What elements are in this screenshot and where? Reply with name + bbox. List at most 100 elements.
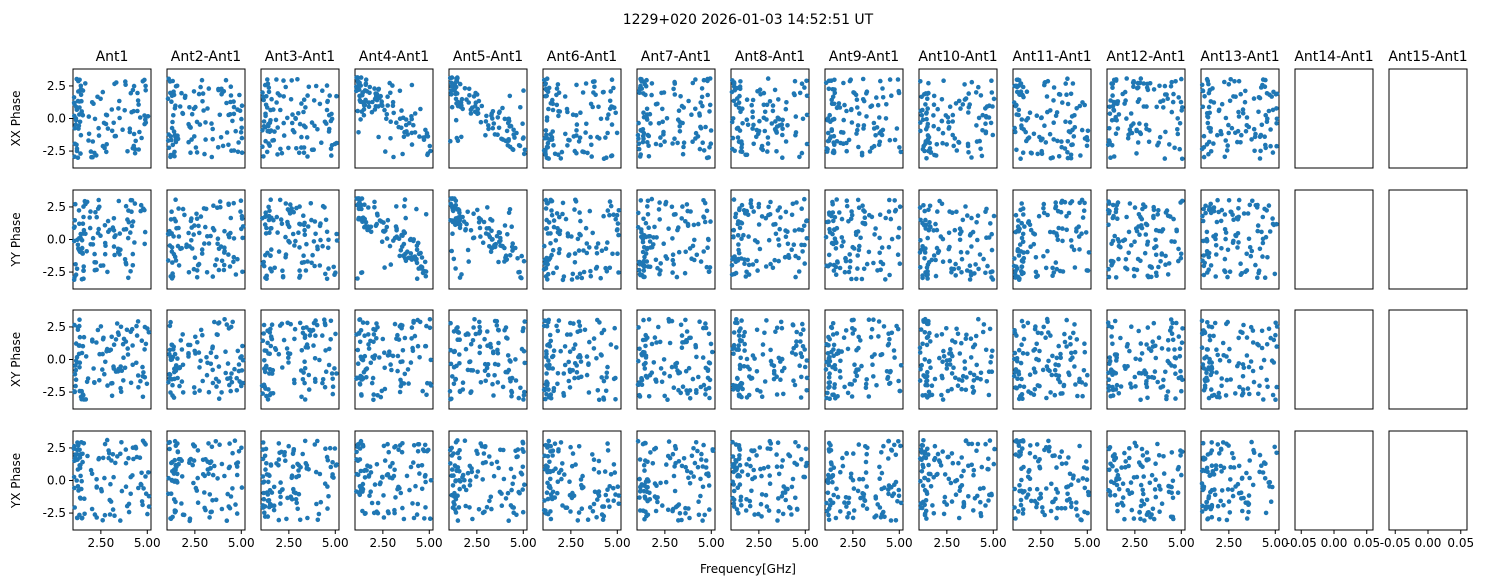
scatter-point xyxy=(1106,274,1112,280)
scatter-point xyxy=(388,90,393,96)
scatter-point xyxy=(1054,266,1060,272)
scatter-point xyxy=(303,105,308,110)
scatter-point xyxy=(858,235,863,241)
scatter-point xyxy=(1241,211,1247,216)
scatter-point xyxy=(845,390,851,396)
scatter-point xyxy=(465,247,471,253)
scatter-point xyxy=(637,262,643,267)
scatter-point xyxy=(72,458,77,464)
scatter-point xyxy=(382,386,388,392)
scatter-point xyxy=(963,336,969,342)
scatter-point xyxy=(1050,265,1055,271)
scatter-point xyxy=(312,263,317,269)
scatter-point xyxy=(607,199,613,204)
scatter-point xyxy=(1264,377,1269,383)
scatter-point xyxy=(288,202,293,207)
scatter-point xyxy=(611,85,616,91)
scatter-point xyxy=(1163,129,1168,135)
scatter-point xyxy=(918,128,923,134)
scatter-point xyxy=(78,473,83,479)
scatter-point xyxy=(965,141,971,147)
scatter-point xyxy=(646,133,652,139)
scatter-point xyxy=(1126,229,1132,235)
scatter-point xyxy=(1113,131,1119,136)
scatter-point xyxy=(186,270,192,275)
scatter-point xyxy=(105,269,110,275)
scatter-point xyxy=(215,145,221,150)
scatter-point xyxy=(581,248,586,253)
scatter-point xyxy=(1044,395,1049,401)
scatter-point xyxy=(200,91,206,96)
scatter-point xyxy=(110,507,116,512)
scatter-point xyxy=(1079,127,1085,133)
scatter-point xyxy=(979,153,985,159)
scatter-point xyxy=(226,252,231,257)
scatter-point xyxy=(365,224,371,229)
scatter-point xyxy=(546,220,552,225)
scatter-point xyxy=(1072,322,1077,327)
scatter-point xyxy=(169,209,174,214)
scatter-point xyxy=(785,241,791,247)
scatter-point xyxy=(1064,214,1069,219)
scatter-point xyxy=(895,77,901,82)
scatter-point xyxy=(190,462,195,468)
scatter-point xyxy=(317,223,323,229)
scatter-point xyxy=(1039,331,1044,336)
scatter-point xyxy=(115,250,121,255)
scatter-point xyxy=(74,515,80,521)
scatter-point xyxy=(662,139,667,144)
scatter-point xyxy=(635,382,641,387)
scatter-point xyxy=(857,243,862,249)
scatter-point xyxy=(974,362,979,368)
scatter-point xyxy=(391,238,396,243)
scatter-point xyxy=(371,332,377,337)
scatter-point xyxy=(684,329,690,334)
scatter-point xyxy=(935,106,940,112)
scatter-point xyxy=(220,89,225,95)
scatter-point xyxy=(169,245,175,250)
scatter-point xyxy=(676,387,681,393)
scatter-point xyxy=(142,207,147,213)
scatter-point xyxy=(283,252,289,257)
scatter-point xyxy=(1171,216,1176,222)
scatter-point xyxy=(284,516,289,522)
scatter-point xyxy=(508,379,513,384)
scatter-point xyxy=(1171,91,1176,97)
scatter-point xyxy=(616,208,622,213)
scatter-point xyxy=(455,518,461,523)
scatter-point xyxy=(122,108,127,113)
scatter-point xyxy=(209,509,214,515)
scatter-point xyxy=(1262,206,1267,212)
scatter-point xyxy=(175,356,180,361)
scatter-point xyxy=(283,458,288,464)
scatter-point xyxy=(132,240,137,245)
scatter-point xyxy=(927,358,932,364)
scatter-point xyxy=(514,130,519,136)
scatter-point xyxy=(296,473,302,479)
scatter-point xyxy=(1201,253,1206,258)
scatter-point xyxy=(651,242,656,247)
scatter-point xyxy=(472,104,478,109)
scatter-point xyxy=(555,82,561,87)
scatter-point xyxy=(130,263,136,268)
panel-frame xyxy=(72,189,152,290)
scatter-point xyxy=(543,354,549,360)
scatter-point xyxy=(560,211,565,217)
scatter-point xyxy=(75,242,81,248)
scatter-point xyxy=(83,397,89,402)
scatter-point xyxy=(1207,367,1213,372)
scatter-point xyxy=(392,321,398,327)
scatter-point xyxy=(843,258,849,264)
scatter-point xyxy=(1199,318,1205,324)
scatter-point xyxy=(359,216,364,221)
scatter-point xyxy=(265,340,270,346)
scatter-point xyxy=(1169,239,1174,244)
scatter-point xyxy=(983,347,989,353)
scatter-point xyxy=(483,231,489,236)
scatter-point xyxy=(1153,252,1159,258)
scatter-point xyxy=(78,83,84,89)
scatter-point xyxy=(1157,134,1163,140)
scatter-point xyxy=(171,347,176,352)
scatter-point xyxy=(213,497,219,503)
scatter-point xyxy=(661,129,666,135)
